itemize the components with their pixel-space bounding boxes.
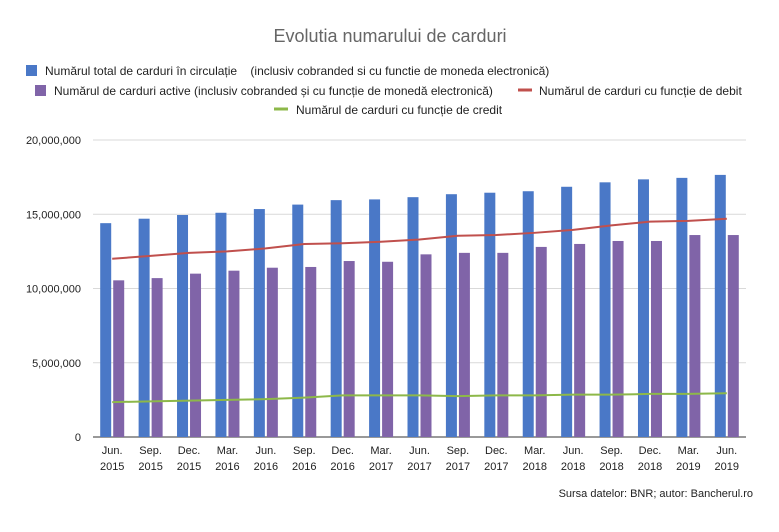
bar-active-cards [305,266,317,437]
x-tick-label-year: 2017 [484,461,508,473]
x-axis: Jun. 2015 Sep. 2015 Dec. 2015 Mar. 2016 Jun. 2016… [100,445,739,473]
x-tick-label-year: 2018 [599,461,623,473]
bar-total-cards [676,177,688,437]
x-tick-label-year: 2017 [446,461,470,473]
y-tick-label: 15,000,000 [26,209,81,221]
bar-total-cards [637,179,649,438]
bar-active-cards [612,240,624,437]
x-tick-label-month: Sep. [447,445,470,457]
bar-total-cards [445,194,457,437]
bar-active-cards [497,252,509,437]
bar-total-cards [599,182,611,437]
bar-active-cards [190,273,202,437]
x-tick-label-month: Sep. [139,445,162,457]
x-tick-label-month: Jun. [716,445,737,457]
y-tick-label: 0 [75,432,81,444]
bar-total-cards [561,186,573,437]
legend: Numărul total de carduri în circulație (… [26,64,742,117]
x-tick-label-month: Dec. [331,445,354,457]
source-note: Sursa datelor: BNR; autor: Bancherul.ro [559,488,753,500]
x-tick-label-month: Jun. [102,445,123,457]
legend-label-debit: Numărul de carduri cu funcție de debit [539,84,742,98]
x-tick-label-year: 2015 [138,461,162,473]
bar-active-cards [228,270,240,437]
gridlines [93,139,746,438]
bar-total-cards [407,197,419,437]
x-tick-label-month: Mar. [370,445,391,457]
bar-total-cards [138,218,150,437]
y-tick-label: 10,000,000 [26,284,81,296]
x-tick-label-year: 2015 [100,461,124,473]
x-tick-label-year: 2017 [369,461,393,473]
y-tick-label: 5,000,000 [32,358,81,370]
bar-total-cards [484,192,496,437]
bar-active-cards [727,235,739,437]
x-tick-label-month: Jun. [255,445,276,457]
bar-active-cards [650,240,662,437]
x-tick-label-month: Dec. [485,445,508,457]
chart-title: Evolutia numarului de carduri [273,26,506,46]
bar-total-cards [522,191,534,437]
bar-total-cards [369,199,381,437]
x-tick-label-month: Dec. [178,445,201,457]
bar-total-cards [292,204,304,437]
x-tick-label-year: 2017 [407,461,431,473]
bar-active-cards [574,243,586,437]
bar-active-cards [689,235,701,437]
x-tick-label-year: 2015 [177,461,201,473]
x-tick-label-month: Mar. [678,445,699,457]
line-debit-cards [112,217,727,260]
bar-active-cards [113,280,125,437]
lines [112,217,727,404]
bars [100,174,739,438]
bar-active-cards [420,254,432,437]
line-credit-cards [112,392,727,404]
x-tick-label-year: 2016 [254,461,278,473]
bar-active-cards [266,267,278,437]
bar-total-cards [253,209,265,437]
legend-swatch-active [35,85,46,96]
y-axis: 0 5,000,000 10,000,000 15,000,000 20,000,000 [26,135,81,444]
x-tick-label-year: 2019 [676,461,700,473]
bar-total-cards [177,214,189,437]
y-tick-label: 20,000,000 [26,135,81,147]
x-tick-label-month: Dec. [639,445,662,457]
bar-active-cards [343,261,355,437]
bar-total-cards [330,200,342,437]
x-tick-label-year: 2018 [522,461,546,473]
x-tick-label-year: 2016 [330,461,354,473]
x-tick-label-year: 2018 [638,461,662,473]
legend-label-total: Numărul total de carduri în circulație (… [45,64,549,78]
x-tick-label-month: Jun. [563,445,584,457]
x-tick-label-month: Jun. [409,445,430,457]
bar-active-cards [458,252,470,437]
bar-active-cards [535,246,547,437]
x-tick-label-month: Sep. [293,445,316,457]
x-tick-label-month: Mar. [524,445,545,457]
bar-total-cards [100,223,112,437]
x-tick-label-year: 2016 [215,461,239,473]
x-tick-label-year: 2018 [561,461,585,473]
bar-active-cards [151,278,163,437]
bar-active-cards [382,261,394,437]
x-tick-label-month: Mar. [217,445,238,457]
legend-label-credit: Numărul de carduri cu funcție de credit [296,103,503,117]
legend-swatch-total [26,65,37,76]
x-tick-label-year: 2019 [715,461,739,473]
x-tick-label-month: Sep. [600,445,623,457]
bar-total-cards [714,174,726,437]
bar-total-cards [215,212,227,437]
x-tick-label-year: 2016 [292,461,316,473]
legend-label-active: Numărul de carduri active (inclusiv cobr… [54,84,493,98]
